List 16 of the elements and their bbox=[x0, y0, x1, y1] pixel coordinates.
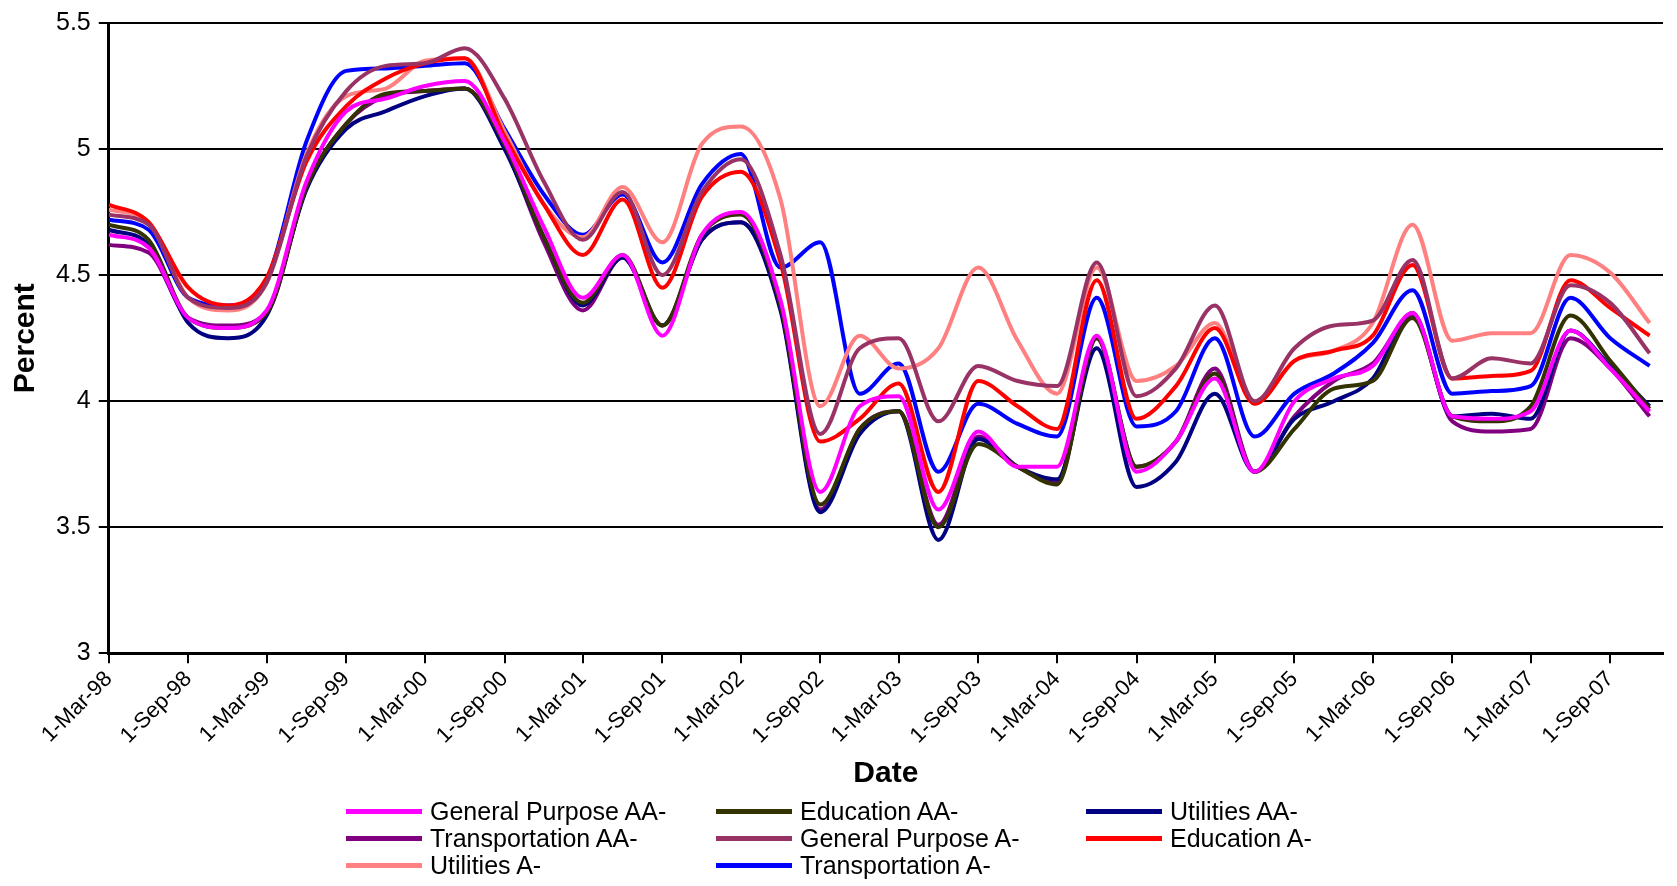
y-tick-label: 5.5 bbox=[55, 6, 91, 35]
y-tick-label: 5 bbox=[76, 132, 91, 161]
legend-label: Education AA- bbox=[800, 797, 959, 825]
legend-label: Utilities AA- bbox=[1170, 797, 1298, 825]
legend-label: General Purpose A- bbox=[800, 824, 1020, 852]
y-tick-label: 3 bbox=[76, 637, 91, 666]
legend-label: Transportation AA- bbox=[430, 824, 638, 852]
y-tick-label: 4 bbox=[76, 385, 91, 414]
y-tick-label: 3.5 bbox=[55, 511, 91, 540]
legend-label: Utilities A- bbox=[430, 851, 542, 879]
y-tick-label: 4.5 bbox=[55, 259, 91, 288]
legend-label: General Purpose AA- bbox=[430, 797, 667, 825]
x-axis-title: Date bbox=[853, 755, 919, 789]
y-axis-title: Percent bbox=[7, 283, 41, 394]
legend-label: Education A- bbox=[1170, 824, 1312, 852]
legend-label: Transportation A- bbox=[800, 851, 991, 879]
